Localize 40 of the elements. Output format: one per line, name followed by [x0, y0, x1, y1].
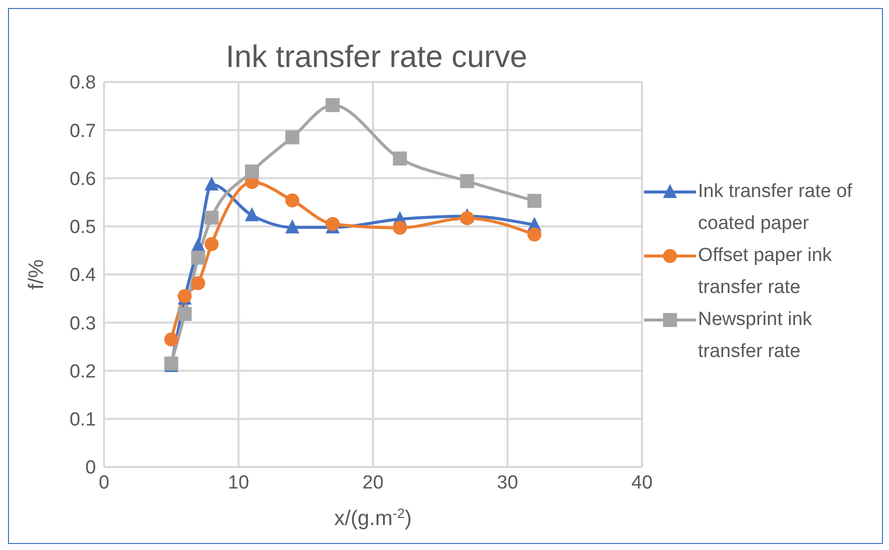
legend-label: Newsprint ink transfer rate [698, 308, 814, 364]
point [164, 332, 178, 346]
x-tick-label: 10 [228, 472, 250, 494]
point [527, 194, 542, 208]
x-tick-label: 40 [631, 472, 653, 494]
point [460, 174, 474, 188]
y-tick-label: 0.6 [70, 168, 96, 190]
point [285, 219, 300, 234]
legend-label: Offset paper ink transfer rate [698, 244, 833, 300]
y-tick-label: 0.1 [70, 410, 96, 431]
y-tick-label: 0.2 [70, 361, 96, 382]
point [204, 237, 219, 252]
y-tick-label: 0.5 [70, 217, 96, 238]
point [285, 130, 300, 144]
point [460, 211, 474, 226]
point [326, 98, 340, 112]
y-tick-label: 0.7 [70, 120, 96, 142]
point [204, 210, 219, 225]
point [392, 152, 407, 166]
point [191, 276, 206, 290]
y-tick-label: 0.3 [70, 313, 96, 334]
x-axis-title: x/(g.m$^{-2}$) [334, 506, 412, 530]
point [204, 176, 219, 191]
y-tick-label: 0 [85, 458, 96, 479]
point [244, 164, 259, 179]
legend-label: Ink transfer rate of coated paper [698, 180, 854, 236]
y-axis-title: f/% [25, 259, 48, 290]
y-tick-label: 0.4 [70, 265, 96, 286]
point [191, 250, 206, 265]
x-tick-label: 30 [496, 472, 518, 494]
point [527, 228, 542, 242]
x-tick-label: 0 [98, 472, 110, 494]
point [285, 193, 300, 208]
point [326, 216, 340, 231]
x-tick-label: 20 [362, 472, 384, 494]
point [244, 207, 259, 222]
point [392, 220, 407, 235]
point [178, 306, 192, 321]
y-tick-label: 0.8 [70, 72, 96, 94]
chart-title: Ink transfer rate curve [226, 39, 528, 74]
